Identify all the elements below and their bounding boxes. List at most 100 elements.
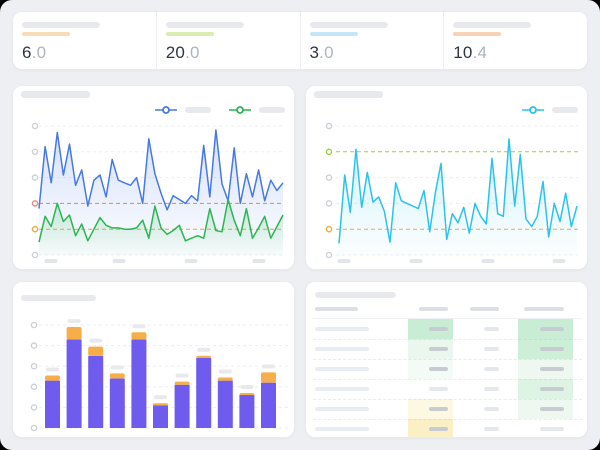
card-title-placeholder: [315, 292, 396, 298]
kpi-value: 3.0: [309, 43, 334, 62]
y-axis-tick: [31, 174, 39, 181]
y-axis-tick: [325, 122, 333, 130]
bar-segment-primary: [217, 380, 233, 428]
line-chart: [325, 122, 578, 263]
cell-value-placeholder: [484, 347, 499, 351]
bar-segment-secondary: [109, 373, 125, 379]
bar-value-placeholder: [197, 347, 211, 352]
legend-line-marker-icon: [229, 106, 251, 114]
legend-item[interactable]: [229, 105, 285, 115]
kpi-card-2: 20.0: [155, 12, 300, 69]
row-label-placeholder: [315, 387, 369, 391]
cell-value-placeholder: [484, 387, 499, 391]
series-area: [339, 138, 577, 255]
row-label-placeholder: [315, 347, 369, 351]
legend-item[interactable]: [155, 105, 211, 115]
y-axis-tick: [31, 251, 39, 259]
row-divider: [313, 399, 582, 400]
bar-segment-secondary: [196, 355, 212, 358]
bar-value-placeholder: [67, 319, 81, 324]
kpi-value: 6.0: [22, 43, 47, 62]
column-header-placeholder: [470, 307, 499, 311]
kpi-card-3: 3.0: [299, 12, 444, 69]
bar-segment-secondary: [45, 375, 60, 381]
x-tick-placeholder: [337, 259, 351, 263]
bar-value-placeholder: [89, 338, 103, 343]
bar-value-placeholder: [132, 324, 146, 329]
kpi-card-1: 6.0: [13, 12, 156, 69]
legend-item[interactable]: [522, 105, 578, 115]
bar-segment-primary: [239, 395, 255, 428]
y-axis-tick: [30, 383, 38, 391]
bar-segment-primary: [261, 382, 276, 428]
legend-label-placeholder: [259, 107, 285, 113]
column-header-placeholder: [419, 307, 448, 311]
y-axis-tick: [30, 362, 38, 370]
line-chart-card-cyan: [305, 85, 588, 270]
kpi-card-4: 10.4: [443, 12, 587, 69]
y-axis-tick: [325, 251, 333, 259]
bar-chart: [30, 319, 288, 432]
cell-value-placeholder: [540, 387, 564, 391]
bar-segment-primary: [131, 339, 147, 428]
series-line: [38, 129, 284, 211]
line-chart: [31, 122, 284, 263]
kpi-accent-bar: [309, 32, 358, 36]
bar-segment-secondary: [239, 392, 255, 396]
bar-value-placeholder: [110, 365, 124, 370]
kpi-accent-bar: [22, 32, 70, 36]
y-axis-tick: [325, 148, 333, 156]
cell-value-placeholder: [540, 367, 564, 371]
y-axis-tick: [325, 200, 333, 207]
legend-label-placeholder: [185, 107, 211, 113]
y-axis-tick: [31, 225, 39, 233]
x-tick-placeholder: [112, 259, 126, 263]
bar-segment-secondary: [131, 332, 147, 340]
y-axis-tick: [31, 148, 39, 156]
cell-value-placeholder: [484, 427, 499, 431]
bar-value-placeholder: [175, 373, 189, 378]
y-axis-tick: [325, 225, 333, 233]
bar-chart-card: [12, 281, 295, 438]
column-header-placeholder: [524, 307, 564, 311]
row-divider: [313, 379, 582, 380]
chart-legend: [155, 105, 285, 115]
bar-segment-primary: [174, 384, 190, 428]
card-title-placeholder: [21, 295, 96, 301]
series-line: [338, 138, 578, 244]
kpi-title-placeholder: [165, 22, 244, 28]
cell-value-placeholder: [484, 407, 499, 411]
bar-segment-primary: [45, 380, 60, 428]
row-label-placeholder: [315, 427, 369, 431]
bar-segment-primary: [66, 339, 82, 428]
kpi-strip: 6.0 20.0 3.0 10.4: [12, 11, 588, 70]
kpi-title-placeholder: [22, 22, 100, 28]
bar-segment-secondary: [66, 327, 82, 340]
x-tick-placeholder: [184, 259, 198, 263]
cell-value-placeholder: [429, 327, 448, 331]
bar-value-placeholder: [218, 369, 232, 374]
series-area: [39, 199, 283, 255]
cell-value-placeholder: [429, 407, 448, 411]
bar-segment-primary: [153, 405, 168, 428]
bar-segment-secondary: [174, 381, 190, 385]
row-divider: [313, 339, 582, 340]
legend-line-marker-icon: [155, 106, 177, 114]
line-chart-card-dual: [12, 85, 295, 270]
header-divider: [313, 318, 582, 319]
y-axis-tick: [30, 424, 38, 432]
kpi-value: 10.4: [453, 43, 488, 62]
bar-value-placeholder: [240, 384, 254, 389]
kpi-accent-bar: [165, 32, 214, 36]
cell-value-placeholder: [484, 367, 499, 371]
row-label-placeholder: [315, 327, 369, 331]
kpi-title-placeholder: [453, 22, 532, 28]
x-tick-placeholder: [552, 259, 566, 263]
x-tick-placeholder: [409, 259, 423, 263]
cell-value-placeholder: [484, 327, 499, 331]
y-axis-tick: [31, 122, 39, 130]
legend-line-marker-icon: [522, 106, 544, 114]
bar-segment-secondary: [261, 372, 276, 383]
kpi-accent-bar: [453, 32, 502, 36]
y-axis-tick: [30, 342, 38, 349]
